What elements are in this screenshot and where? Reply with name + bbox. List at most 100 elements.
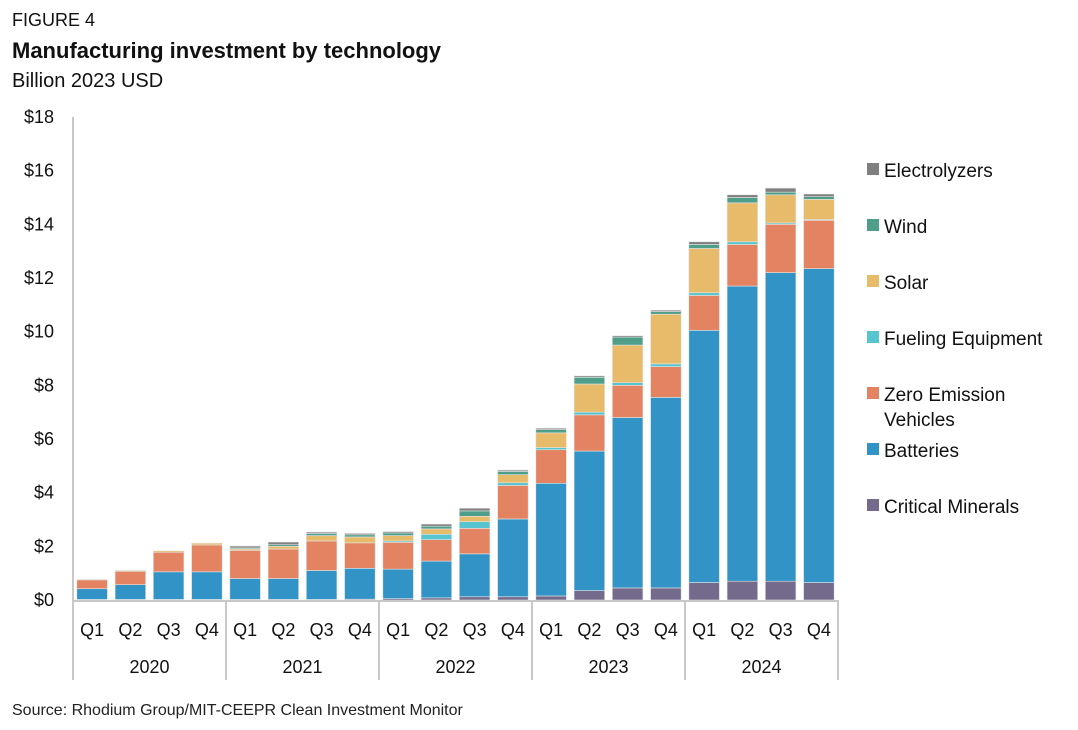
bar-segment-electrolyzers xyxy=(267,541,299,546)
bar-segment-batteries xyxy=(344,568,376,600)
bar-segment-fueling-equipment xyxy=(726,241,758,245)
x-tick-label: Q3 xyxy=(769,620,793,640)
bar-stack xyxy=(114,570,146,601)
y-axis: $0 $2 $4 $6 $8 $10 $12 $14 $16 $18 xyxy=(24,107,74,610)
bar-stack xyxy=(306,531,338,601)
bar-segment-solar xyxy=(153,550,185,553)
bar-segment-batteries xyxy=(229,578,261,600)
bar-segment-solar xyxy=(765,194,797,224)
bar-segment-batteries xyxy=(803,268,835,583)
bar-segment-wind xyxy=(306,533,338,536)
bar-stack xyxy=(765,187,797,601)
legend: Electrolyzers Wind Solar Fueling Equipment Z… xyxy=(867,161,1043,518)
legend-item: Critical Minerals xyxy=(867,497,1019,518)
bar-segment-zero-emission-vehicles xyxy=(229,550,261,579)
bar-segment-electrolyzers xyxy=(229,545,261,549)
x-tick-label: Q1 xyxy=(539,620,563,640)
year-label: 2021 xyxy=(282,657,322,677)
legend-label: Critical Minerals xyxy=(884,497,1019,518)
y-tick-label: $16 xyxy=(24,161,54,181)
y-tick-label: $10 xyxy=(24,322,54,342)
y-tick-label: $2 xyxy=(34,536,54,556)
legend-swatch xyxy=(867,275,879,287)
x-tick-label: Q4 xyxy=(654,620,678,640)
bar-stack xyxy=(191,542,223,601)
bar-segment-wind xyxy=(765,191,797,196)
x-tick-label: Q2 xyxy=(577,620,601,640)
bar-segment-batteries xyxy=(650,397,682,589)
x-tick-label: Q3 xyxy=(463,620,487,640)
bar-segment-critical-minerals xyxy=(726,580,758,601)
bar-stack xyxy=(229,545,261,601)
legend-label: Zero Emission xyxy=(884,385,1005,406)
bar-segment-zero-emission-vehicles xyxy=(76,579,108,590)
x-tick-label: Q2 xyxy=(271,620,295,640)
bar-segment-zero-emission-vehicles xyxy=(688,295,720,331)
bar-segment-electrolyzers xyxy=(650,309,682,312)
bar-segment-solar xyxy=(114,570,146,572)
bar-segment-wind xyxy=(497,471,529,475)
bar-segment-electrolyzers xyxy=(803,193,835,197)
bar-segment-wind xyxy=(344,534,376,538)
bar-stack xyxy=(573,375,605,601)
y-tick-label: $0 xyxy=(34,590,54,610)
bar-segment-fueling-equipment xyxy=(612,382,644,386)
bar-segment-batteries xyxy=(688,330,720,583)
bar-segment-zero-emission-vehicles xyxy=(420,539,452,562)
bar-segment-solar xyxy=(76,579,108,581)
bar-stack xyxy=(726,194,758,601)
bar-segment-wind xyxy=(726,197,758,204)
bar-segment-electrolyzers xyxy=(306,531,338,534)
bar-stack xyxy=(803,193,835,601)
bar-segment-batteries xyxy=(573,450,605,591)
bar-segment-zero-emission-vehicles xyxy=(573,414,605,452)
bar-segment-wind xyxy=(688,244,720,249)
bar-segment-batteries xyxy=(153,571,185,600)
bar-segment-critical-minerals xyxy=(535,595,567,601)
year-label: 2020 xyxy=(129,657,169,677)
legend-label: Solar xyxy=(884,273,929,294)
year-label: 2023 xyxy=(588,657,628,677)
bar-segment-zero-emission-vehicles xyxy=(191,544,223,573)
y-tick-label: $14 xyxy=(24,214,54,234)
bar-segment-zero-emission-vehicles xyxy=(765,224,797,273)
bar-segment-critical-minerals xyxy=(803,582,835,601)
bar-stack xyxy=(688,241,720,601)
bar-stack xyxy=(344,533,376,601)
bar-segment-critical-minerals xyxy=(765,580,797,601)
bar-segment-zero-emission-vehicles xyxy=(497,485,529,520)
bar-segment-batteries xyxy=(420,560,452,599)
bar-segment-critical-minerals xyxy=(497,596,529,601)
bar-segment-batteries xyxy=(76,588,108,600)
year-label: 2024 xyxy=(741,657,781,677)
legend-label: Electrolyzers xyxy=(884,161,993,182)
x-axis: Q1 Q2 Q3 Q4 Q1 Q2 Q3 Q4 Q1 Q2 Q3 Q4 Q1 Q2 Q3 Q4 Q1 Q2 Q3 Q4… xyxy=(72,600,839,680)
bar-segment-electrolyzers xyxy=(688,241,720,245)
legend-swatch xyxy=(867,163,879,175)
bar-segment-batteries xyxy=(765,272,797,582)
x-tick-label: Q4 xyxy=(807,620,831,640)
legend-swatch xyxy=(867,443,879,455)
bar-segment-critical-minerals xyxy=(650,587,682,601)
bar-segment-batteries xyxy=(535,482,567,597)
bar-segment-solar xyxy=(650,313,682,365)
bar-segment-wind xyxy=(803,196,835,200)
bar-segment-fueling-equipment xyxy=(573,411,605,416)
x-tick-label: Q1 xyxy=(692,620,716,640)
legend-label: Fueling Equipment xyxy=(884,329,1043,350)
x-tick-label: Q4 xyxy=(501,620,525,640)
bar-segment-batteries xyxy=(267,578,299,600)
bar-segment-electrolyzers xyxy=(459,507,491,512)
bar-stack xyxy=(612,335,644,601)
legend-label: Wind xyxy=(884,217,927,238)
bar-segment-critical-minerals xyxy=(612,587,644,601)
bar-segment-fueling-equipment xyxy=(535,447,567,451)
legend-item: Zero Emission Vehicles xyxy=(867,385,1005,431)
bar-segment-batteries xyxy=(612,417,644,589)
bar-stack xyxy=(267,541,299,601)
bar-segment-electrolyzers xyxy=(497,469,529,472)
bar-segment-solar xyxy=(191,542,223,546)
bar-segment-fueling-equipment xyxy=(650,363,682,367)
legend-swatch xyxy=(867,331,879,343)
